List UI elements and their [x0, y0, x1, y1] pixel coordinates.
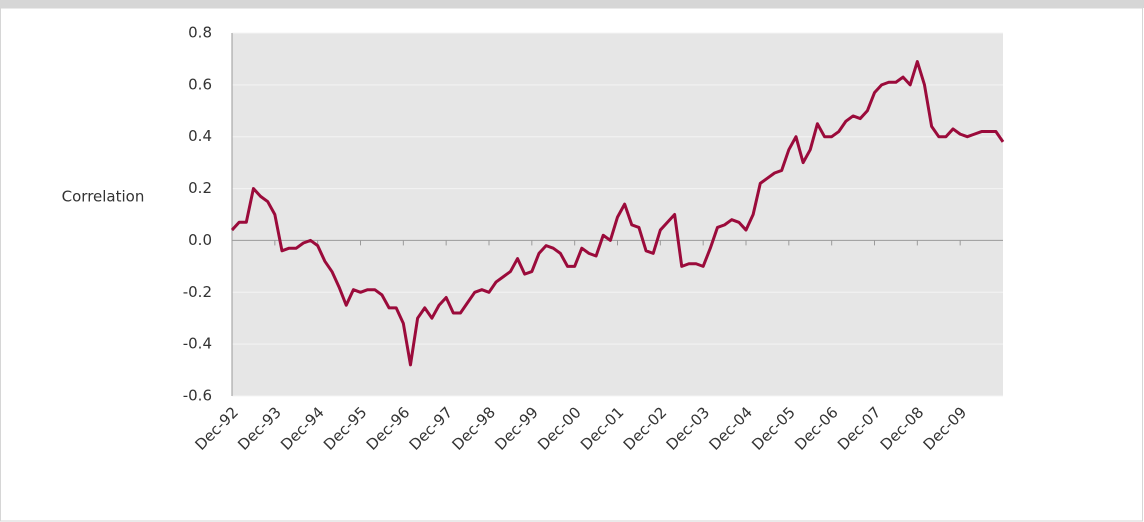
y-tick-label: -0.2 [183, 283, 212, 301]
line [230, 60, 1005, 367]
y-tick-label: 0.8 [188, 24, 212, 42]
y-tick-label: -0.4 [183, 335, 212, 353]
y-tick-label: 0.2 [188, 179, 212, 197]
y-tick-label: -0.6 [183, 387, 212, 405]
y-axis-label: Correlation [62, 188, 145, 206]
y-tick-label: 0.4 [188, 127, 212, 145]
y-tick-label: 0.0 [188, 231, 212, 249]
y-tick-label: 0.6 [188, 75, 212, 93]
top-band [0, 0, 1144, 8]
